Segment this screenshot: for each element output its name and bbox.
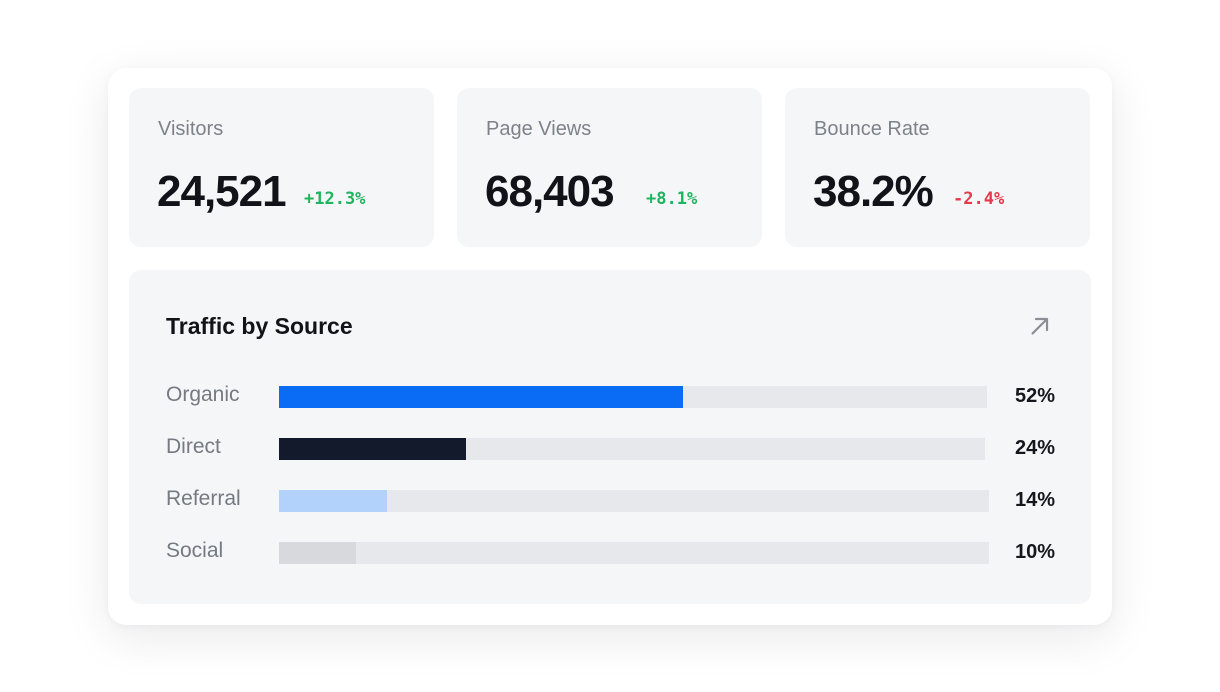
source-percent: 10% xyxy=(1014,541,1055,563)
analytics-card: Visitors 24,521 +12.3% Page Views 68,403… xyxy=(108,68,1112,625)
stat-card-page-views: Page Views 68,403 +8.1% xyxy=(457,88,762,247)
source-label: Social xyxy=(166,539,224,562)
bar-track xyxy=(279,542,989,564)
source-percent: 14% xyxy=(1014,489,1055,511)
bar-fill xyxy=(279,490,387,512)
stat-card-visitors: Visitors 24,521 +12.3% xyxy=(129,88,434,247)
stat-label: Visitors xyxy=(158,118,224,140)
stat-value: 38.2% xyxy=(813,167,934,216)
stat-value: 24,521 xyxy=(157,167,287,216)
stat-delta: -2.4% xyxy=(953,189,1005,209)
stat-delta: +8.1% xyxy=(646,189,698,209)
stat-value: 68,403 xyxy=(485,167,615,216)
panel-title: Traffic by Source xyxy=(166,313,353,339)
stat-label: Bounce Rate xyxy=(814,118,930,140)
bar-track xyxy=(279,386,987,408)
arrow-up-right-icon[interactable] xyxy=(1028,314,1052,338)
source-percent: 24% xyxy=(1014,437,1055,459)
stat-label: Page Views xyxy=(486,118,592,140)
bar-track xyxy=(279,438,985,460)
bar-fill xyxy=(279,542,357,564)
source-label: Direct xyxy=(166,435,221,458)
traffic-by-source-panel: Traffic by Source Organic 52% Direct 24%… xyxy=(129,270,1091,604)
bar-fill xyxy=(279,438,467,460)
source-percent: 52% xyxy=(1014,385,1055,407)
bar-track xyxy=(279,490,989,512)
source-label: Organic xyxy=(166,383,240,406)
bar-fill xyxy=(279,386,683,408)
stat-card-bounce-rate: Bounce Rate 38.2% -2.4% xyxy=(785,88,1090,247)
stat-delta: +12.3% xyxy=(304,189,366,209)
source-label: Referral xyxy=(166,487,241,510)
